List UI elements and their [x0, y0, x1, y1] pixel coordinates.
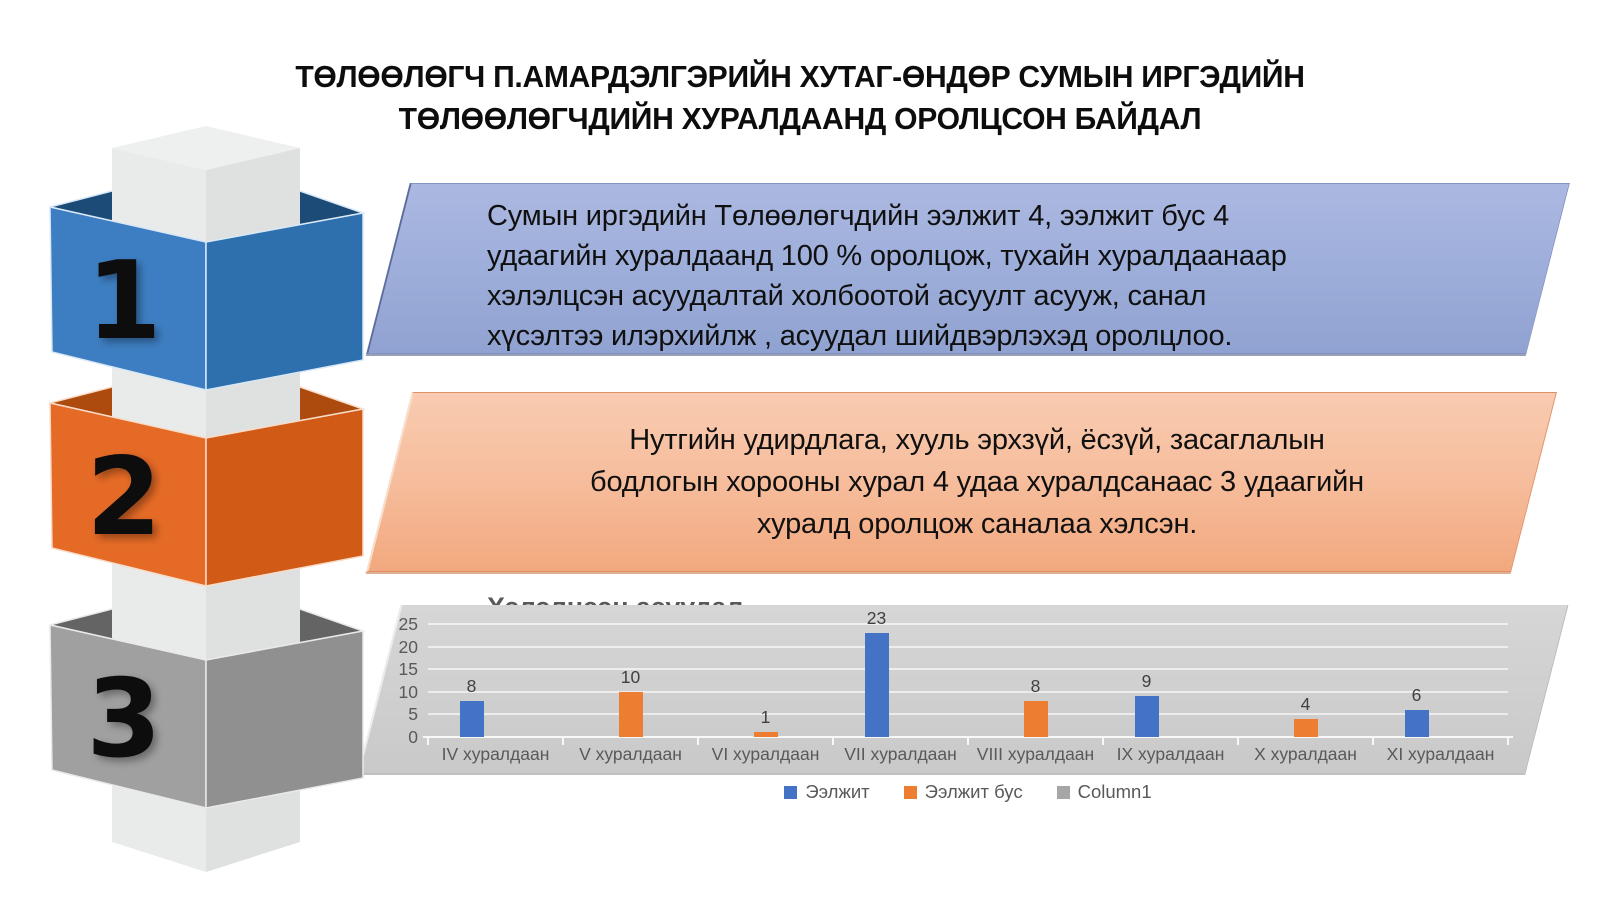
x-axis-tick — [1372, 738, 1374, 745]
bar-value-label: 4 — [1300, 693, 1311, 714]
legend-swatch — [903, 785, 917, 799]
bar-value-label: 8 — [466, 675, 477, 696]
gridline — [428, 623, 1508, 625]
pillar-steps-graphic: 1 2 3 — [49, 126, 366, 872]
bar-value-label: 1 — [760, 707, 771, 728]
x-axis-category-label: V хуралдаан — [579, 744, 682, 764]
x-axis-category-label: VII хуралдаан — [844, 744, 957, 764]
bar-Ээлжит-VII хуралдаан — [864, 633, 889, 737]
chart-legend: Ээлжит Ээлжит бус Column1 — [428, 781, 1508, 803]
x-axis-tick — [1507, 738, 1509, 745]
slide-title-line1: ТӨЛӨӨЛӨГЧ П.АМАРДЭЛГЭРИЙН ХУТАГ-ӨНДӨР СУ… — [295, 59, 1305, 94]
legend-item-Ээлжит: Ээлжит — [784, 781, 870, 803]
slide-title: ТӨЛӨӨЛӨГЧ П.АМАРДЭЛГЭРИЙН ХУТАГ-ӨНДӨР СУ… — [24, 56, 1576, 140]
x-axis-category-label: VI хуралдаан — [711, 744, 820, 764]
bar-Ээлжит-IX хуралдаан — [1134, 696, 1159, 737]
x-axis-category-label: IX хуралдаан — [1116, 744, 1225, 764]
y-axis-label: 5 — [408, 704, 418, 725]
bar-Ээлжит-IV хуралдаан — [459, 700, 484, 737]
legend-label: Ээлжит бус — [924, 781, 1023, 802]
bar-Ээлжит бус-VIII хуралдаан — [1023, 700, 1048, 737]
bar-Ээлжит-XI хуралдаан — [1404, 709, 1429, 737]
y-axis-label: 0 — [408, 727, 418, 747]
block3-front-right — [205, 630, 364, 809]
gridline — [428, 668, 1508, 671]
y-axis-label: 15 — [398, 659, 418, 680]
gridline — [428, 713, 1508, 716]
y-axis-label: 25 — [398, 614, 418, 634]
y-axis-label: 10 — [398, 681, 418, 702]
bar-value-label: 6 — [1411, 684, 1422, 705]
x-axis-category-label: XI хуралдаан — [1386, 744, 1495, 764]
bar-Ээлжит бус-X хуралдаан — [1293, 718, 1318, 737]
x-axis-category-label: VIII хуралдаан — [976, 744, 1095, 764]
y-axis-label: 20 — [398, 636, 418, 657]
bar-Ээлжит бус-VI хуралдаан — [753, 732, 778, 737]
x-axis-tick — [697, 738, 699, 745]
x-axis-tick — [1102, 738, 1104, 745]
bar-value-label: 10 — [620, 666, 641, 687]
x-axis-category-label: IV хуралдаан — [441, 744, 550, 764]
legend-label: Column1 — [1077, 781, 1152, 802]
pillar-top-face — [112, 126, 300, 170]
x-axis-line — [423, 736, 1513, 738]
x-axis-tick — [967, 738, 969, 745]
legend-item-Ээлжит бус: Ээлжит бус — [903, 781, 1023, 803]
legend-label: Ээлжит — [805, 781, 870, 802]
x-axis-category-label: X хуралдаан — [1254, 744, 1357, 764]
block2-number: 2 — [86, 435, 161, 560]
legend-swatch — [1056, 785, 1070, 799]
bar-Ээлжит бус-V хуралдаан — [618, 691, 643, 737]
block3-number: 3 — [86, 657, 161, 782]
block2-front-right — [205, 408, 364, 587]
slide-title-line2: ТӨЛӨӨЛӨГЧДИЙН ХУРАЛДААНД ОРОЛЦСОН БАЙДАЛ — [398, 101, 1202, 136]
gridline — [428, 645, 1508, 648]
legend-item-Column1: Column1 — [1056, 781, 1152, 803]
legend-swatch — [784, 785, 798, 799]
x-axis-tick — [1237, 738, 1239, 745]
block1-number: 1 — [86, 239, 161, 364]
bar-value-label: 9 — [1141, 671, 1152, 692]
x-axis-tick — [832, 738, 834, 745]
bar-value-label: 23 — [866, 608, 887, 629]
x-axis-tick — [562, 738, 564, 745]
bar-value-label: 8 — [1030, 675, 1041, 696]
block1-front-right — [205, 212, 364, 391]
gridline — [428, 690, 1508, 693]
x-axis-tick — [427, 738, 429, 745]
